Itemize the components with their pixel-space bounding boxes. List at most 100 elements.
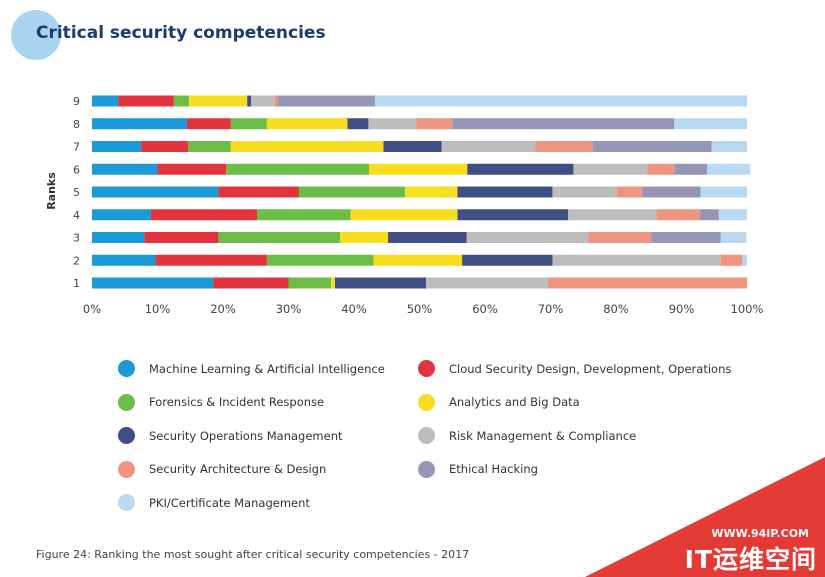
bar-segment — [92, 163, 158, 175]
bar-segment — [369, 163, 468, 175]
bar-segment — [141, 141, 189, 152]
bar-segment — [742, 254, 747, 266]
bar-segment — [298, 186, 406, 198]
bar-segment — [373, 254, 463, 266]
bar-segment — [674, 118, 747, 130]
bar-segment — [462, 254, 553, 266]
bar-segment — [144, 232, 219, 243]
y-tick-label: 5 — [73, 186, 80, 199]
bar-segment — [656, 209, 700, 221]
legend-swatch — [418, 393, 435, 411]
legend-label: Security Operations Management — [149, 428, 343, 443]
bar-segment — [441, 141, 536, 152]
bar-segment — [374, 95, 747, 107]
legend-label: Ethical Hacking — [449, 462, 538, 476]
x-tick-label: 10% — [145, 302, 171, 316]
bar-segment — [266, 254, 374, 266]
x-tick-label: 100% — [731, 302, 764, 316]
bar-segment — [467, 163, 574, 175]
legend-swatch — [418, 427, 435, 444]
x-tick-label: 60% — [472, 302, 498, 316]
title-decor-circle — [11, 10, 61, 60]
bar-segment — [651, 232, 721, 243]
bar-segment — [647, 163, 675, 175]
legend-swatch — [418, 460, 435, 478]
y-axis-label: Ranks — [45, 172, 58, 210]
legend-item: Security Operations Management — [118, 427, 343, 444]
bar-segment — [466, 232, 589, 243]
bar-segment — [230, 118, 267, 130]
legend-swatch — [118, 460, 135, 478]
y-tick-label: 3 — [73, 232, 80, 245]
bar-segment — [616, 186, 643, 198]
bar-segment — [720, 254, 743, 266]
bar-segment — [218, 232, 341, 243]
bar-segment — [718, 209, 747, 221]
bar-segment — [257, 209, 351, 221]
legend-item: PKI/Certificate Management — [118, 494, 310, 511]
x-tick-label: 50% — [407, 302, 433, 316]
bar-segment — [700, 186, 747, 198]
bar-segment — [593, 141, 712, 152]
bar-segment — [288, 277, 332, 289]
bar-segment — [426, 277, 548, 289]
figure-caption: Figure 24: Ranking the most sought after… — [36, 548, 470, 561]
legend-label: Risk Management & Compliance — [449, 428, 637, 443]
legend-swatch — [118, 427, 135, 444]
bar-segment — [155, 254, 267, 266]
bar-segment — [335, 277, 427, 289]
y-tick-label: 4 — [73, 209, 80, 222]
x-tick-label: 70% — [538, 302, 564, 316]
y-tick-label: 7 — [73, 141, 80, 154]
legend-label: Machine Learning & Artificial Intelligen… — [149, 361, 385, 376]
legend-swatch — [118, 360, 135, 377]
legend-label: Forensics & Incident Response — [149, 395, 325, 409]
bar-segment — [416, 118, 453, 130]
bar-segment — [711, 141, 747, 152]
bar-segment — [186, 118, 231, 130]
bar-segment — [247, 95, 252, 107]
bar-segment — [92, 232, 145, 243]
legend-label: Analytics and Big Data — [449, 395, 580, 409]
legend-label: PKI/Certificate Management — [149, 495, 310, 510]
bar-segment — [92, 277, 214, 289]
bar-segment — [226, 163, 370, 175]
bar-segment — [188, 95, 248, 107]
x-tick-label: 90% — [669, 302, 695, 316]
bar-segment — [230, 141, 384, 152]
bar-segment — [699, 209, 719, 221]
y-tick-label: 6 — [73, 163, 80, 176]
bar-segment — [266, 118, 348, 130]
bar-segment — [720, 232, 747, 243]
bar-segment — [350, 209, 458, 221]
x-tick-label: 30% — [276, 302, 302, 316]
bar-segment — [347, 118, 369, 130]
legend-item: Forensics & Incident Response — [118, 393, 325, 411]
legend-label: Security Architecture & Design — [149, 462, 327, 476]
bar-segment — [388, 232, 467, 243]
bar-segment — [340, 232, 389, 243]
y-tick-label: 2 — [73, 254, 80, 267]
legend-item: Machine Learning & Artificial Intelligen… — [118, 360, 385, 377]
x-tick-label: 80% — [603, 302, 629, 316]
bar-segment — [188, 141, 231, 152]
bar-segment — [331, 277, 336, 289]
bar-segment — [547, 277, 747, 289]
bar-segment — [573, 163, 648, 175]
bar-segment — [92, 95, 119, 107]
bar-segment — [173, 95, 189, 107]
bar-segment — [674, 163, 708, 175]
legend-item: Risk Management & Compliance — [418, 427, 636, 444]
legend-swatch — [118, 393, 135, 411]
bar-segment — [213, 277, 289, 289]
stacked-bar-chart: Ranks 9 8 7 6 5 4 3 2 10% 10% 20% 30% 40% 50% 60% 70% 80%… — [45, 95, 764, 316]
bar-segment — [92, 254, 156, 266]
bar-segment — [278, 95, 375, 107]
bar-segment — [92, 141, 142, 152]
bar-segment — [118, 95, 174, 107]
bar-segment — [457, 209, 569, 221]
bar-segment — [92, 118, 187, 130]
watermark-url: WWW.94IP.COM — [711, 527, 809, 540]
bar-segment — [552, 254, 721, 266]
bar-segment — [642, 186, 701, 198]
